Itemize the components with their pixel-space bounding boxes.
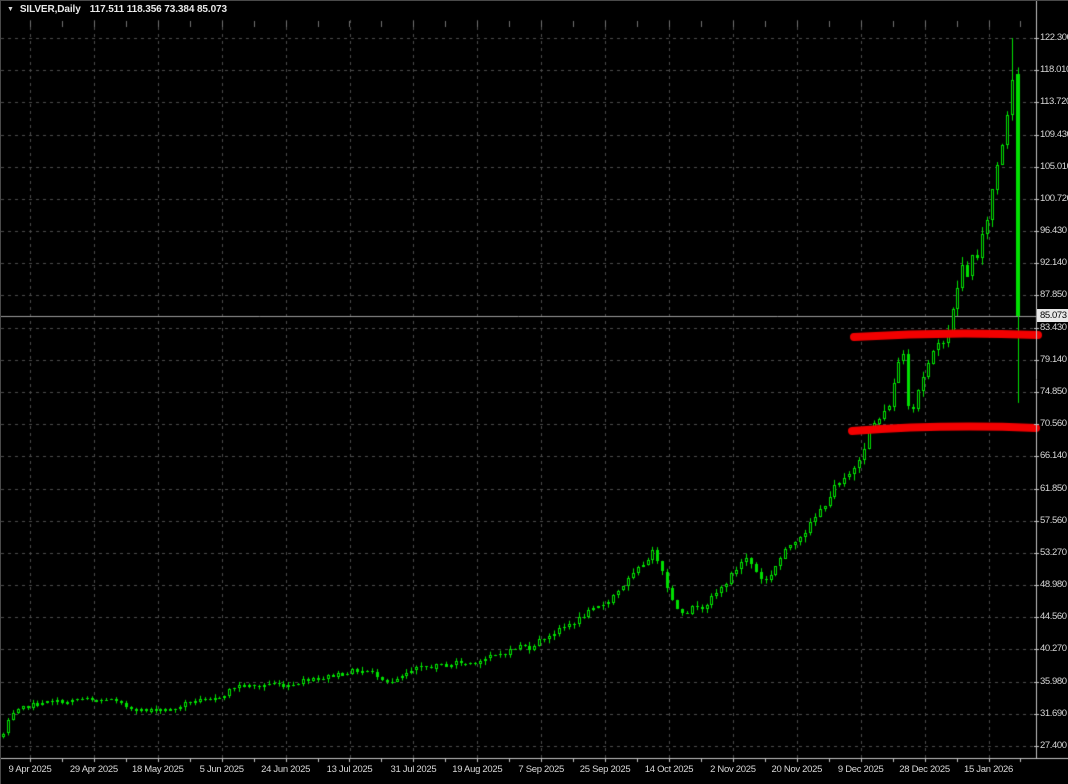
time-axis[interactable]: 9 Apr 2025 29 Apr 2025 18 May 2025 5 Jun 20… [1,759,1068,784]
current-price-tag: 85.073 [1037,309,1068,323]
price-axis-label: 118.010 [1040,64,1068,76]
price-axis-label: 61.850 [1040,482,1067,494]
price-axis-label: 40.270 [1040,643,1067,655]
price-axis[interactable]: 122.300 118.010 113.720 109.430 105.010 100.7… [1037,1,1068,758]
price-axis-label: 35.980 [1040,675,1067,687]
time-axis-label: 14 Oct 2025 [644,764,694,775]
time-axis-label: 9 Apr 2025 [8,764,52,775]
time-axis-label: 15 Jan 2026 [964,764,1013,775]
price-axis-label: 79.140 [1040,353,1067,365]
time-axis-label: 18 May 2025 [131,764,184,775]
time-axis-label: 7 Sep 2025 [518,764,564,775]
time-axis-label: 28 Dec 2025 [899,764,950,775]
price-axis-label: 100.720 [1040,192,1068,204]
time-axis-label: 9 Dec 2025 [837,764,884,775]
price-axis-label: 87.850 [1040,289,1067,301]
price-axis-label: 27.400 [1040,739,1067,751]
time-axis-label: 24 Jun 2025 [261,764,311,775]
price-axis-label: 113.720 [1040,96,1068,108]
symbol-period-label: SILVER,Daily [19,4,81,15]
price-axis-label: 122.300 [1040,32,1068,43]
chart-title: ▼ SILVER,Daily 117.511 118.356 73.384 85.0… [7,4,227,18]
current-price-value: 85.073 [1040,310,1067,322]
price-axis-label: 44.560 [1040,611,1067,623]
time-axis-label: 13 Jul 2025 [326,764,373,775]
price-axis-label: 105.010 [1040,160,1068,172]
price-axis-label: 48.980 [1040,579,1067,591]
time-axis-label: 5 Jun 2025 [199,764,244,775]
price-axis-label: 66.140 [1040,450,1067,462]
price-axis-label: 109.430 [1040,128,1068,140]
ohlc-values: 117.511 118.356 73.384 85.073 [89,4,227,15]
price-axis-label: 92.140 [1040,257,1067,269]
collapse-triangle-icon[interactable]: ▼ [7,6,14,13]
price-axis-label: 96.430 [1040,225,1067,237]
time-axis-label: 29 Apr 2025 [69,764,118,775]
time-axis-label: 31 Jul 2025 [390,764,437,775]
price-axis-label: 70.560 [1040,418,1067,430]
time-axis-label: 20 Nov 2025 [771,764,823,775]
price-axis-label: 31.690 [1040,707,1067,719]
price-axis-label: 57.560 [1040,514,1067,526]
time-axis-label: 25 Sep 2025 [579,764,631,775]
price-axis-label: 83.430 [1040,321,1067,333]
price-axis-label: 74.850 [1040,385,1067,397]
price-axis-label: 53.270 [1040,546,1067,558]
time-axis-label: 2 Nov 2025 [710,764,756,775]
time-axis-label: 19 Aug 2025 [452,764,503,775]
